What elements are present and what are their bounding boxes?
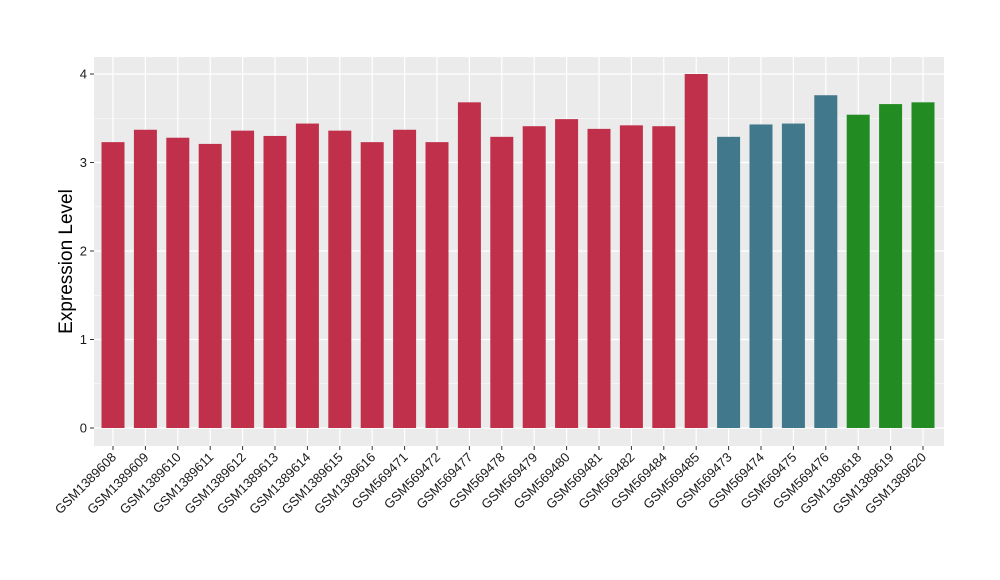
bar: [263, 135, 287, 428]
bar: [555, 119, 579, 428]
bar: [166, 137, 190, 428]
bar: [133, 129, 157, 428]
bar: [490, 136, 514, 428]
bar: [749, 124, 773, 428]
y-tick-label: 3: [80, 155, 87, 170]
bar: [198, 143, 222, 429]
y-tick-label: 1: [80, 332, 87, 347]
bars: [101, 74, 935, 429]
y-tick-label: 4: [80, 67, 87, 82]
y-tick-label: 2: [80, 244, 87, 259]
bar: [295, 123, 319, 428]
bar: [231, 130, 255, 428]
y-axis-title: Expression Level: [56, 189, 77, 334]
bar: [911, 102, 935, 428]
bar: [684, 74, 708, 428]
bar: [814, 95, 838, 429]
bar: [425, 142, 449, 428]
bar: [587, 128, 611, 428]
bar: [619, 125, 643, 428]
bar: [846, 114, 870, 429]
bar: [393, 129, 417, 428]
bar: [360, 142, 384, 428]
bar: [522, 126, 546, 428]
bar: [328, 130, 352, 428]
bar: [717, 136, 741, 428]
y-tick-label: 0: [80, 421, 87, 436]
bar: [457, 102, 481, 428]
bar: [879, 104, 903, 428]
bar: [781, 123, 805, 428]
y-axis: 0 1 2 3 4: [80, 67, 94, 436]
bar: [652, 126, 676, 428]
bar: [101, 142, 125, 428]
x-axis: GSM1389608GSM1389609GSM1389610GSM1389611…: [52, 446, 929, 517]
